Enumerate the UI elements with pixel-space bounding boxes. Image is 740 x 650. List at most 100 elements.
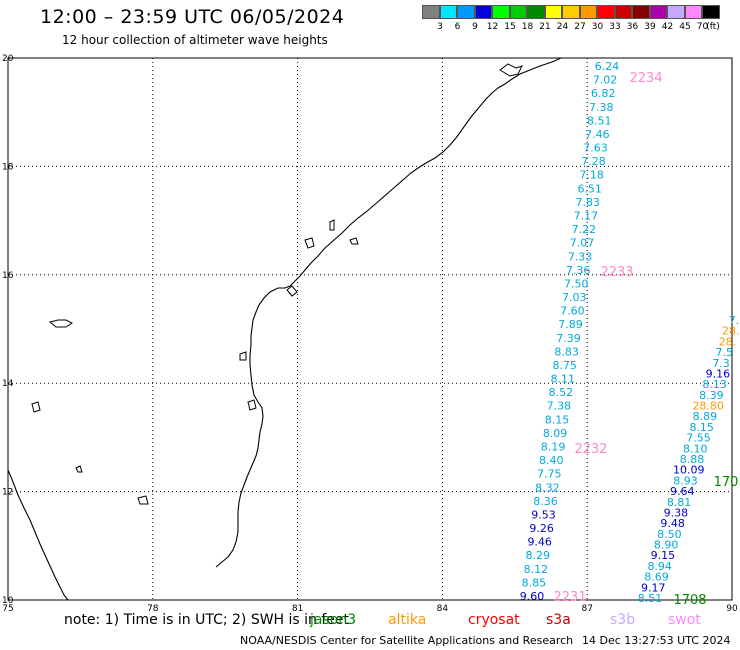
swh-value: 7.18 [579, 169, 604, 182]
swh-value: 7.22 [572, 223, 597, 236]
satellite-s3a: s3a [546, 612, 571, 628]
swh-value: 9.53 [531, 508, 556, 521]
lon-label: 81 [292, 604, 303, 614]
swh-value: 8.32 [535, 481, 560, 494]
lon-label: 75 [2, 604, 13, 614]
legend-label: 27 [574, 22, 586, 32]
swh-value: 8.11 [551, 373, 576, 386]
swh-value: 28. [722, 325, 740, 338]
lat-label: 16 [2, 271, 14, 281]
swh-value: 7.39 [556, 332, 581, 345]
legend-label: 39 [644, 22, 656, 32]
coastline-india-east [215, 57, 562, 568]
legend-swatch [457, 5, 475, 19]
satellite-swot: swot [668, 612, 701, 628]
swh-value: 7.75 [537, 468, 562, 481]
swh-value: 8.93 [673, 474, 698, 487]
footnote: note: 1) Time is in UTC; 2) SWH is in fe… [64, 612, 350, 628]
legend-swatch [439, 5, 457, 19]
legend-label: 70 [696, 22, 709, 32]
pass-id: 170 [714, 475, 739, 490]
legend-label: 9 [472, 22, 478, 32]
legend-swatch [544, 5, 562, 19]
legend-swatch [614, 5, 632, 19]
swh-value: 8.50 [657, 528, 682, 541]
satellite-jason3: jason3 [310, 612, 357, 628]
swh-value: 8.75 [552, 359, 577, 372]
swh-value: 9.26 [529, 522, 554, 535]
swh-value: 10.09 [673, 464, 705, 477]
swh-value: 8.36 [533, 495, 558, 508]
swh-value: 9.17 [641, 581, 666, 594]
lat-label: 18 [2, 162, 14, 172]
swh-value: 7.38 [547, 400, 572, 413]
legend-unit: (ft) [706, 22, 720, 32]
legend-label: 12 [486, 22, 499, 32]
small-islands [31, 401, 149, 505]
lat-label: 10 [2, 596, 14, 606]
swh-value: 8.19 [541, 441, 566, 454]
coastline [7, 57, 562, 601]
swh-value: 9.16 [706, 367, 731, 380]
pass-id: 2233 [600, 265, 633, 280]
swh-value: 7.17 [574, 209, 599, 222]
swh-value: 7.38 [589, 101, 614, 114]
swh-value: 8.51 [587, 114, 612, 127]
grid-lines [7, 57, 733, 601]
legend-swatch [474, 5, 492, 19]
legend-swatch [422, 5, 440, 19]
swh-value: 8.85 [522, 576, 547, 589]
swh-value: 9.48 [660, 517, 685, 530]
timestamp: 14 Dec 13:27:53 UTC 2024 [582, 634, 731, 647]
swh-value: 8.88 [680, 453, 705, 466]
swh-value: 7.89 [558, 318, 583, 331]
swh-value: 28.80 [692, 400, 724, 413]
legend-label: 30 [591, 22, 604, 32]
swh-value: 8.13 [702, 378, 727, 391]
swh-value: 9.46 [527, 536, 552, 549]
longitude-labels: 75 78 81 84 87 90 [2, 604, 738, 614]
swh-value: 8.09 [543, 427, 568, 440]
pass-id: 2232 [574, 442, 607, 457]
swh-value: 6.82 [591, 87, 616, 100]
lat-label: 20 [2, 54, 14, 64]
legend-swatch [684, 5, 702, 19]
map-title: 12:00 – 23:59 UTC 06/05/2024 [40, 6, 345, 28]
swh-value: 6.51 [577, 182, 602, 195]
swh-value: 7.46 [585, 128, 610, 141]
swh-value: 8.29 [526, 549, 551, 562]
swh-value: 8.15 [689, 421, 714, 434]
legend-swatch [667, 5, 685, 19]
legend-label: 15 [504, 22, 516, 32]
lat-label: 12 [2, 488, 13, 498]
swh-value: 7.33 [568, 250, 593, 263]
swh-value: 8.15 [545, 413, 570, 426]
swh-value: 8.10 [683, 442, 708, 455]
swh-value: 7.3 [712, 357, 730, 370]
swh-value: 8.51 [638, 592, 663, 605]
swh-value: 8.69 [644, 571, 669, 584]
lon-label: 84 [437, 604, 449, 614]
legend-swatch [597, 5, 615, 19]
swh-value: 7.5 [716, 346, 734, 359]
legend-swatch [509, 5, 527, 19]
legend-label: 3 [437, 22, 443, 32]
map-subtitle: 12 hour collection of altimeter wave hei… [62, 33, 328, 47]
legend-swatch [579, 5, 597, 19]
swh-value: 9.60 [520, 590, 545, 603]
swh-value: 7.03 [562, 291, 587, 304]
swh-value: 7.36 [566, 264, 591, 277]
swh-value: 7.02 [593, 74, 618, 87]
satellite-cryosat: cryosat [468, 612, 520, 628]
map-frame [7, 57, 733, 601]
swh-value: 28. [719, 335, 737, 348]
swh-value: 7.83 [576, 196, 601, 209]
swh-value: 7. [729, 314, 740, 327]
swh-value: 7.55 [686, 432, 711, 445]
legend-label: 36 [626, 22, 639, 32]
legend-label: 42 [661, 22, 674, 32]
credit-line: NOAA/NESDIS Center for Satellite Applica… [240, 634, 574, 647]
coastline-india-west [7, 469, 69, 601]
swh-value: 7.07 [570, 237, 595, 250]
